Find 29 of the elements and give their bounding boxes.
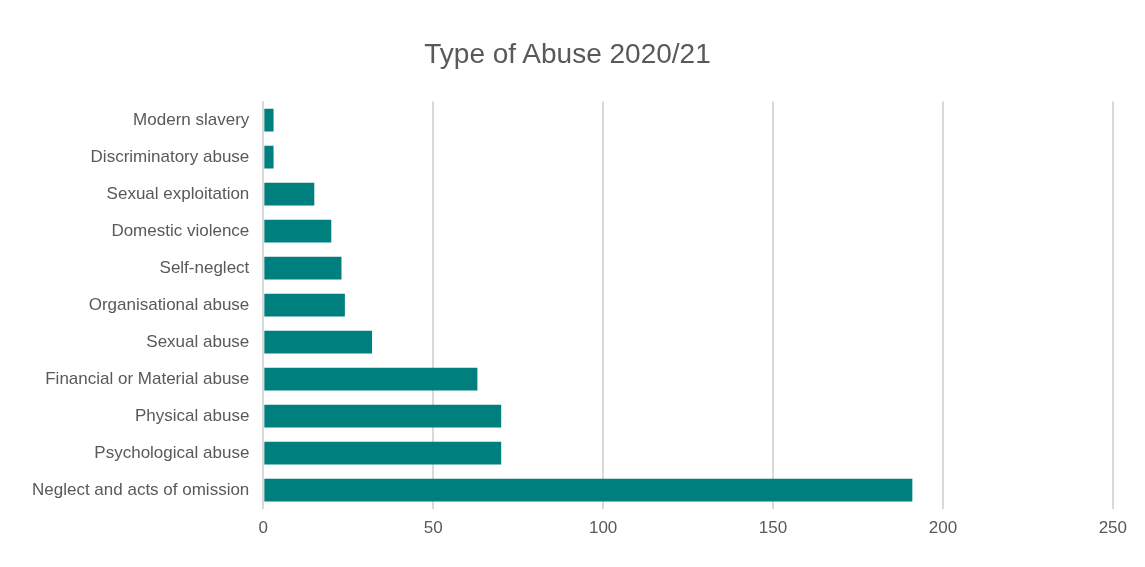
y-tick-label: Modern slavery [133,109,250,129]
x-tick-label: 50 [423,518,443,538]
y-tick-label: Sexual exploitation [106,183,250,203]
y-tick-label: Organisational abuse [88,294,250,314]
y-tick-label: Discriminatory abuse [90,146,250,166]
x-tick-label: 150 [758,518,788,538]
chart-title: Type of Abuse 2020/21 [424,37,711,69]
x-tick-label: 250 [1098,518,1128,538]
bar [264,293,345,317]
bar [264,404,502,428]
x-tick-label: 200 [928,518,958,538]
x-tick-label: 100 [588,518,618,538]
bar [264,330,373,354]
y-tick-label: Psychological abuse [94,442,250,462]
bar [264,145,274,169]
y-tick-label: Domestic violence [111,220,250,240]
y-tick-label: Financial or Material abuse [45,368,250,388]
y-tick-label: Physical abuse [134,405,250,425]
y-tick-label: Neglect and acts of omission [31,479,250,499]
bar [264,219,332,243]
bar [264,441,502,465]
y-tick-label: Self-neglect [159,257,250,277]
bar [264,182,315,206]
bar [264,478,913,502]
x-tick-label: 0 [258,518,269,538]
y-tick-label: Sexual abuse [146,331,250,351]
bar [264,367,478,391]
bar [264,256,342,280]
bar [264,108,274,132]
